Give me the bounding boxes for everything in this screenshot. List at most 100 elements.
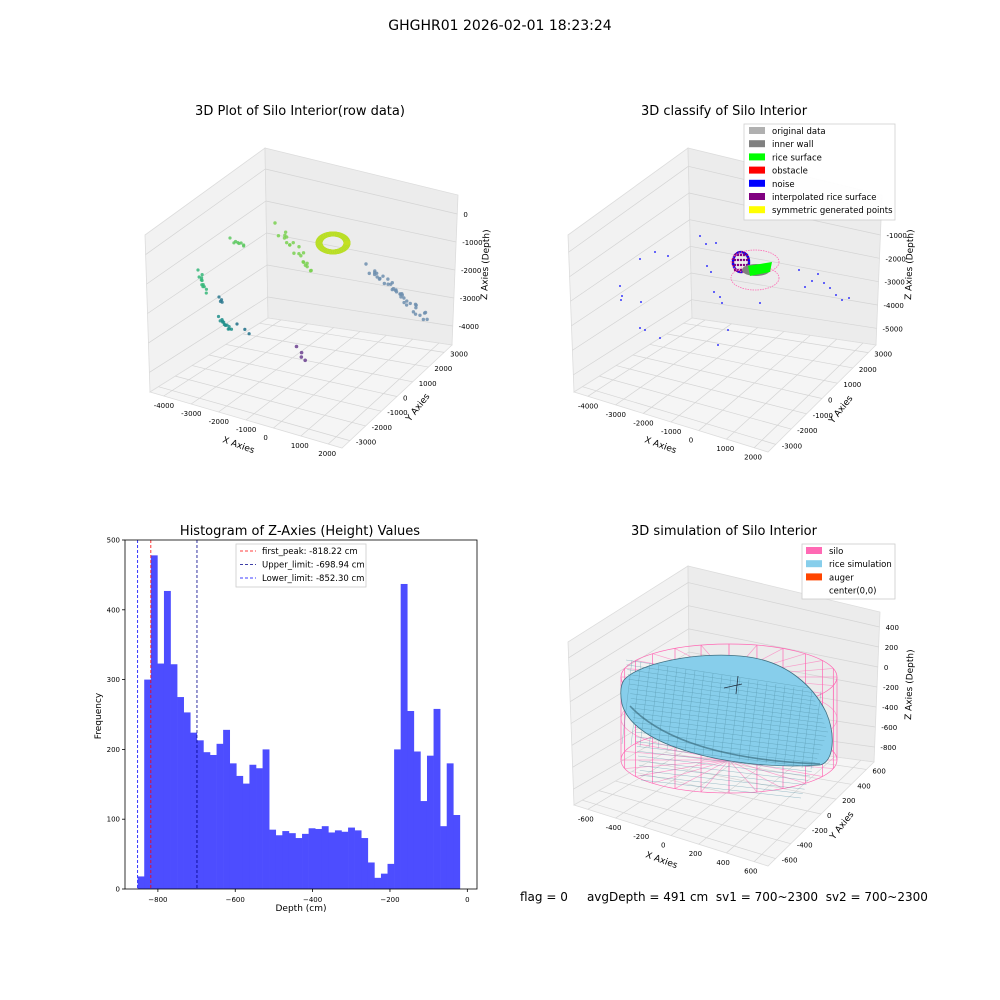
noise-point	[829, 287, 831, 289]
legend-label: obstacle	[772, 167, 808, 177]
avg-depth-text: avgDepth = 491 cm	[586, 890, 709, 904]
panel4-title: 3D simulation of Silo Interior	[631, 524, 817, 539]
scatter-point	[204, 287, 209, 291]
z-tick-label: 0	[463, 211, 467, 219]
y-tick-label: -2000	[372, 424, 392, 432]
x-tick-label: -3000	[606, 411, 626, 419]
histogram-bar	[183, 712, 191, 889]
x-tick-label: −400	[303, 896, 322, 904]
noise-point	[719, 296, 721, 298]
histogram-bar	[163, 590, 171, 889]
noise-point	[804, 286, 806, 288]
scatter-point	[402, 300, 406, 305]
y-tick-label: 3000	[874, 351, 892, 359]
scatter-point	[202, 285, 206, 289]
interpolated-point	[745, 258, 749, 262]
histogram-bar	[400, 583, 408, 889]
histogram-bar	[374, 877, 382, 889]
z-tick-label: -2000	[886, 255, 906, 263]
x-tick-label: -2000	[633, 419, 653, 427]
x-tick-label: -1000	[661, 428, 681, 436]
panel1-zlabel: Z Axies (Depth)	[480, 229, 492, 300]
histogram-bar	[420, 801, 428, 889]
histogram-bar	[354, 830, 362, 889]
histogram-bar	[196, 740, 204, 889]
noise-point	[715, 242, 717, 244]
panel4-ylabel: Y Axies	[828, 810, 857, 843]
histogram-bar	[334, 830, 342, 889]
x-tick-label: 2000	[744, 454, 762, 462]
y-tick-label: -400	[797, 842, 813, 850]
histogram-bar	[144, 679, 152, 889]
scatter-point	[400, 292, 404, 296]
legend-label: Upper_limit: -698.94 cm	[262, 561, 365, 571]
y-tick-label: 400	[107, 606, 120, 614]
noise-point	[811, 280, 813, 282]
x-tick-label: -3000	[181, 410, 201, 418]
scatter-point	[232, 241, 236, 245]
scatter-point	[288, 243, 292, 247]
x-tick-label: -1000	[236, 426, 256, 434]
histogram-bar	[216, 743, 224, 889]
y-tick-label: -1000	[387, 409, 407, 417]
noise-point	[619, 285, 621, 287]
panel4-zlabel: Z Axies (Depth)	[904, 649, 916, 720]
panel4-xlabel: X Axies	[644, 850, 679, 871]
legend-swatch	[749, 166, 765, 174]
noise-point	[639, 327, 641, 329]
scatter-point	[421, 317, 426, 322]
scatter-point	[299, 350, 304, 355]
z-tick-label: 200	[885, 644, 898, 652]
histogram-bar	[367, 862, 375, 889]
scatter-point	[276, 233, 281, 238]
scatter-point	[367, 271, 371, 276]
histogram-bar	[315, 828, 323, 889]
z-tick-label: 0	[884, 664, 888, 672]
noise-point	[659, 337, 661, 339]
x-tick-label: 0	[689, 437, 693, 445]
flag-text: flag = 0	[520, 890, 568, 904]
histogram-bar	[426, 755, 434, 889]
histogram-bar	[308, 828, 316, 889]
noise-point	[640, 301, 642, 303]
histogram-bar	[341, 831, 349, 889]
scatter-point	[284, 240, 289, 245]
legend-swatch	[749, 127, 765, 134]
histogram-bar	[137, 876, 145, 889]
scatter-point	[303, 263, 308, 267]
scatter-point	[405, 299, 409, 303]
legend-label: first_peak: -818.22 cm	[262, 547, 358, 557]
legend-label: noise	[772, 180, 795, 190]
interpolated-point	[745, 253, 749, 257]
scatter-point	[423, 310, 428, 315]
scatter-point	[343, 240, 351, 246]
interpolated-point	[742, 253, 746, 257]
scatter-point	[386, 277, 390, 281]
noise-point	[639, 258, 641, 260]
histogram-bar	[407, 711, 415, 889]
histogram-bar	[361, 838, 369, 889]
legend-label: rice simulation	[829, 560, 892, 570]
histogram-bar	[190, 732, 198, 889]
scatter-point	[297, 245, 301, 249]
scatter-point	[374, 271, 379, 275]
scatter-point	[418, 313, 422, 317]
scatter-point	[301, 251, 306, 255]
floor-pane	[149, 317, 453, 449]
noise-point	[699, 235, 701, 237]
histogram-bar	[177, 697, 184, 889]
y-tick-label: 1000	[419, 380, 437, 388]
legend-swatch	[806, 560, 822, 568]
histogram-bar	[288, 833, 296, 889]
x-tick-label: −800	[148, 896, 167, 904]
histogram-bar	[302, 833, 309, 889]
x-tick-label: -400	[606, 824, 622, 832]
z-tick-label: 400	[886, 624, 899, 632]
scatter-point	[425, 317, 429, 322]
interpolated-point	[742, 263, 746, 267]
scatter-point	[200, 273, 204, 277]
scatter-point	[197, 275, 201, 279]
scatter-point	[235, 322, 239, 326]
